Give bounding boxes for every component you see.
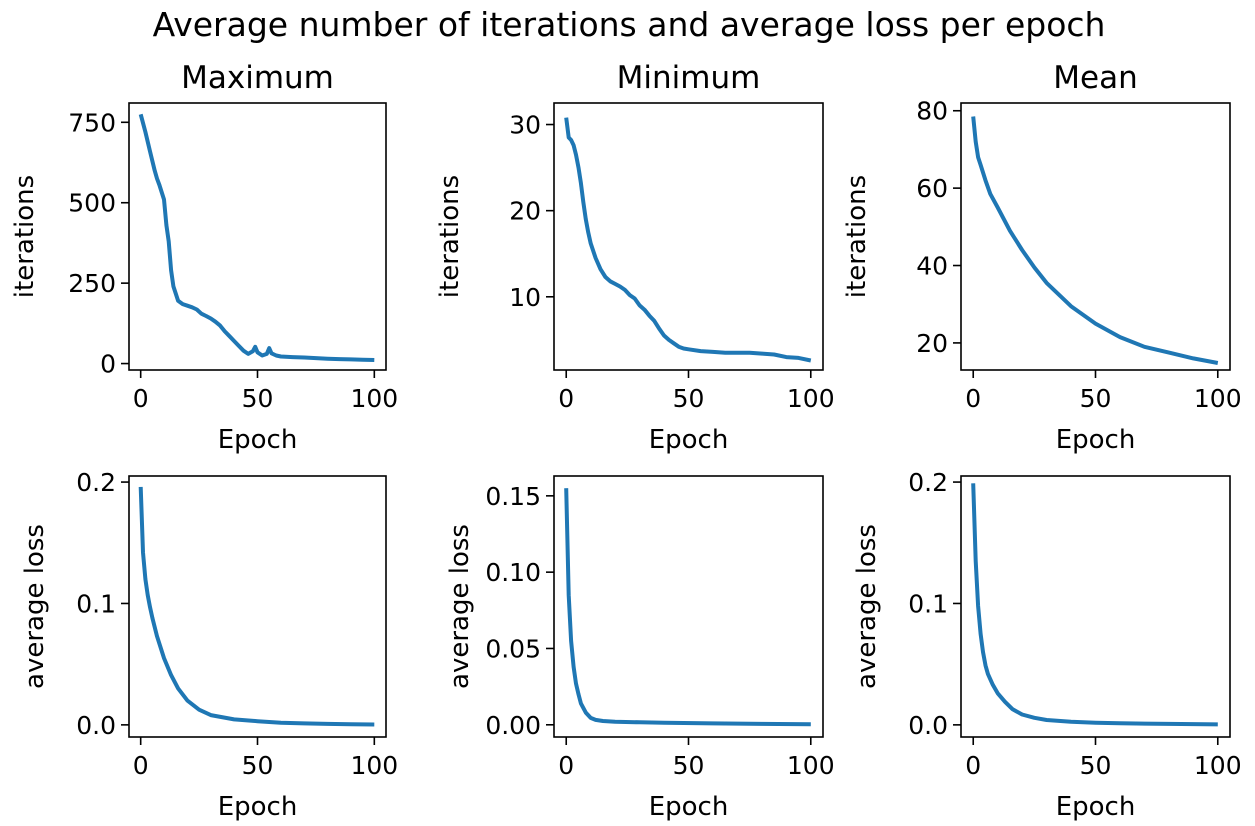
y-tick-label: 30	[509, 111, 541, 140]
x-tick-label: 50	[1080, 751, 1112, 780]
subplot-title: Maximum	[181, 60, 334, 96]
axes-frame	[960, 102, 1231, 371]
x-tick-label: 0	[133, 384, 149, 413]
y-tick-label: 0.0	[76, 711, 116, 740]
subplot-2: 0 50 100 10 20 30 Epoch iterations Minimum	[435, 60, 835, 455]
axes-frame	[553, 102, 824, 371]
axes-frame	[553, 475, 824, 738]
figure-title: Average number of iterations and average…	[153, 5, 1106, 44]
x-axis-label: Epoch	[1056, 425, 1136, 455]
y-tick-label: 20	[916, 329, 948, 358]
y-tick-label: 500	[68, 189, 116, 218]
y-tick-label: 40	[916, 252, 948, 281]
y-axis-label: iterations	[10, 175, 40, 298]
x-tick-label: 100	[787, 751, 835, 780]
subplot-3: 0 50 100 20 40 60 80 Epoch iterations Mean	[842, 60, 1242, 455]
x-tick-label: 100	[350, 384, 398, 413]
series-line-4	[138, 486, 375, 727]
y-axis-label: iterations	[842, 175, 872, 298]
subplot-5: 0 50 100 0.00 0.05 0.10 0.15 Epoch average loss	[445, 475, 835, 822]
subplot-title: Minimum	[617, 60, 761, 96]
series-line-1	[138, 113, 375, 362]
series-line-2	[564, 117, 812, 363]
x-axis-label: Epoch	[218, 425, 298, 455]
x-tick-label: 0	[965, 751, 981, 780]
x-axis-label: Epoch	[218, 792, 298, 822]
y-tick-label: 60	[916, 174, 948, 203]
x-tick-label: 0	[133, 751, 149, 780]
y-axis-label: average loss	[852, 524, 882, 689]
y-axis-label: iterations	[435, 175, 465, 298]
x-tick-label: 50	[1080, 384, 1112, 413]
y-tick-label: 750	[68, 108, 116, 137]
subplot-1: 0 50 100 0 250 500 750 Epoch iterations Maximum	[10, 60, 398, 455]
y-tick-label: 0.00	[485, 711, 541, 740]
y-tick-label: 0.15	[485, 482, 541, 511]
subplot-6: 0 50 100 0.0 0.1 0.2 Epoch average loss	[852, 468, 1242, 822]
y-tick-label: 80	[916, 97, 948, 126]
y-tick-label: 0	[100, 350, 116, 379]
x-axis-label: Epoch	[649, 792, 729, 822]
x-tick-label: 50	[673, 751, 705, 780]
y-tick-label: 0.1	[76, 589, 116, 618]
series-line-6	[971, 483, 1218, 727]
y-tick-label: 0.10	[485, 558, 541, 587]
y-axis-label: average loss	[445, 524, 475, 689]
series-line-5	[564, 488, 811, 727]
y-tick-label: 250	[68, 269, 116, 298]
axes-frame	[128, 475, 387, 738]
x-axis-label: Epoch	[649, 425, 729, 455]
subplot-title: Mean	[1053, 60, 1137, 96]
x-tick-label: 100	[350, 751, 398, 780]
x-tick-label: 50	[242, 384, 274, 413]
x-tick-label: 100	[1194, 751, 1242, 780]
y-tick-label: 20	[509, 197, 541, 226]
subplot-4: 0 50 100 0.0 0.1 0.2 Epoch average loss	[20, 468, 398, 822]
x-tick-label: 50	[242, 751, 274, 780]
y-tick-label: 0.0	[908, 711, 948, 740]
x-tick-label: 100	[1194, 384, 1242, 413]
y-tick-label: 0.2	[908, 468, 948, 497]
x-tick-label: 0	[558, 384, 574, 413]
x-tick-label: 100	[787, 384, 835, 413]
series-line-3	[971, 116, 1219, 365]
y-tick-label: 0.05	[485, 634, 541, 663]
x-tick-label: 0	[558, 751, 574, 780]
x-tick-label: 0	[965, 384, 981, 413]
x-axis-label: Epoch	[1056, 792, 1136, 822]
y-tick-label: 0.2	[76, 468, 116, 497]
x-tick-label: 50	[673, 384, 705, 413]
y-tick-label: 0.1	[908, 589, 948, 618]
y-axis-label: average loss	[20, 524, 50, 689]
y-tick-label: 10	[509, 283, 541, 312]
